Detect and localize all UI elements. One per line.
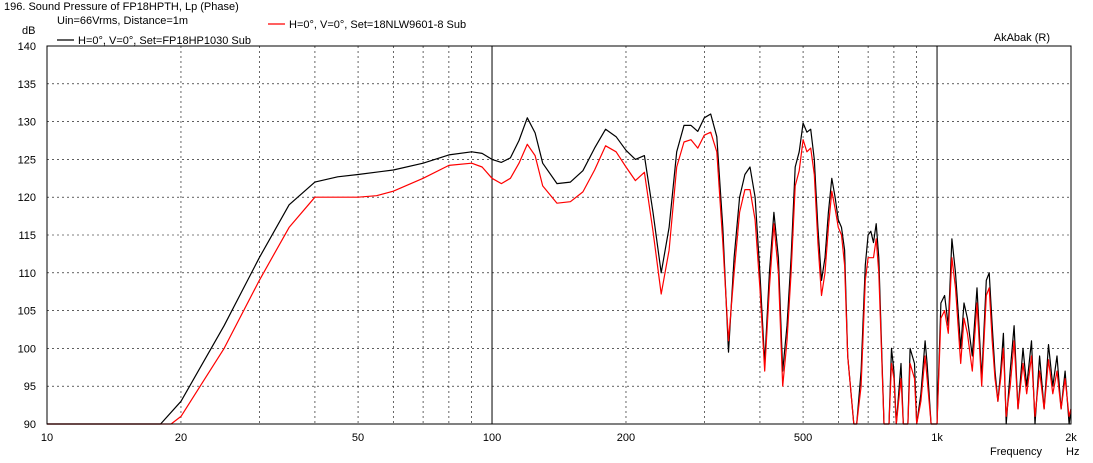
y-tick-label: 115 <box>18 230 36 242</box>
y-tick-label: 105 <box>18 306 36 318</box>
brand-label: AkAbak (R) <box>994 32 1050 44</box>
x-tick-label: 2k <box>1065 432 1077 444</box>
legend-label: H=0°, V=0°, Set=FP18HP1030 Sub <box>78 35 251 47</box>
chart-subtitle: Uin=66Vrms, Distance=1m <box>57 15 188 27</box>
x-tick-label: 10 <box>41 432 53 444</box>
series-line-1 <box>47 113 1072 425</box>
x-tick-label: 500 <box>794 432 812 444</box>
grid-lines <box>47 46 1071 424</box>
x-tick-labels: 10 20 50 100 200 500 1k 2k <box>41 432 1077 444</box>
plot-frame <box>46 45 1072 425</box>
y-tick-label: 90 <box>24 419 36 431</box>
x-axis-label: Frequency <box>990 446 1042 458</box>
y-tick-label: 110 <box>18 268 36 280</box>
x-tick-label: 1k <box>931 432 943 444</box>
y-tick-label: 135 <box>18 79 36 91</box>
y-tick-label: 140 <box>18 41 36 53</box>
x-tick-label: 20 <box>175 432 187 444</box>
x-axis-unit: Hz <box>1066 446 1079 458</box>
series-lines <box>47 113 1072 425</box>
x-tick-label: 200 <box>617 432 635 444</box>
y-tick-label: 100 <box>18 343 36 355</box>
y-tick-label: 125 <box>18 154 36 166</box>
y-tick-labels: 90 95 100 105 110 115 120 125 130 135 140 <box>18 41 36 431</box>
x-tick-label: 50 <box>352 432 364 444</box>
chart-title: 196. Sound Pressure of FP18HPTH, Lp (Pha… <box>4 1 239 13</box>
y-tick-label: 95 <box>24 381 36 393</box>
y-tick-label: 120 <box>18 192 36 204</box>
legend-label: H=0°, V=0°, Set=18NLW9601-8 Sub <box>289 19 466 31</box>
legend: H=0°, V=0°, Set=FP18HP1030 Sub H=0°, V=0°… <box>57 19 466 47</box>
x-tick-label: 100 <box>483 432 501 444</box>
series-line-2 <box>47 131 1072 425</box>
y-axis-label: dB <box>22 25 35 37</box>
y-tick-label: 130 <box>18 117 36 129</box>
